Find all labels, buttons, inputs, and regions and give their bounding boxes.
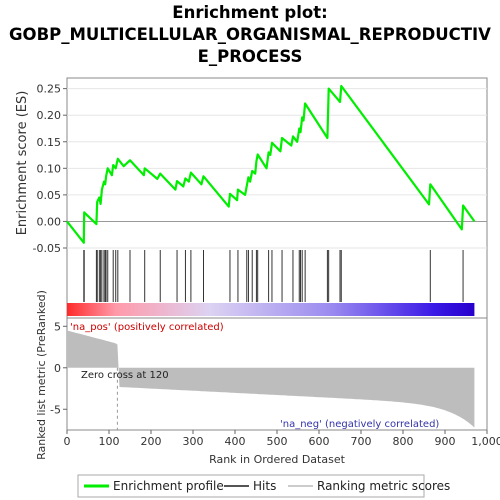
zero-cross-label: Zero cross at 120 <box>81 370 169 381</box>
es-panel <box>66 77 488 249</box>
legend-label-metric: Ranking metric scores <box>317 479 450 493</box>
pos-label: 'na_pos' (positively correlated) <box>70 322 224 333</box>
es-y-tick-label: 0.20 <box>37 109 62 122</box>
chart-title-line-3: E_PROCESS <box>197 47 303 66</box>
es-y-tick-label: 0.10 <box>37 162 62 175</box>
legend-box <box>77 474 425 498</box>
x-tick-label: 400 <box>225 435 246 448</box>
ranked-metric-area <box>67 330 475 430</box>
chart-title-line-1: Enrichment plot: <box>172 3 328 22</box>
legend-label-hits: Hits <box>253 479 276 493</box>
ranking-colorbar <box>67 303 475 316</box>
metric-y-axis-label: Ranked list metric (PreRanked) <box>35 290 48 460</box>
x-ticks: 0 100 200 300 400 500 600 700 800 900 1,000 <box>64 430 500 448</box>
metric-y-tick-label: 0 <box>54 362 61 375</box>
chart-title-line-2: GOBP_MULTICELLULAR_ORGANISMAL_REPRODUCTI… <box>9 25 491 44</box>
x-tick-label: 600 <box>309 435 330 448</box>
x-tick-label: 100 <box>99 435 120 448</box>
colorbar-strip <box>67 303 475 316</box>
es-profile-path <box>66 84 476 244</box>
legend-label-es: Enrichment profile <box>113 479 224 493</box>
es-y-tick-label: 0.15 <box>37 136 62 149</box>
es-y-tick-label: 0.00 <box>37 215 62 228</box>
x-tick-label: 1,000 <box>471 435 500 448</box>
metric-y-ticks: 5 0 -5 <box>50 320 67 416</box>
es-y-axis-label: Enrichment score (ES) <box>15 91 30 236</box>
chart-title: Enrichment plot: GOBP_MULTICELLULAR_ORGA… <box>0 2 500 68</box>
enrichment-profile <box>66 84 476 244</box>
x-tick-label: 300 <box>183 435 204 448</box>
metric-area-path <box>67 330 475 428</box>
metric-y-tick-label: -5 <box>50 403 61 416</box>
x-tick-label: 700 <box>351 435 372 448</box>
x-tick-label: 900 <box>435 435 456 448</box>
x-tick-label: 500 <box>267 435 288 448</box>
es-y-tick-label: 0.25 <box>37 83 62 96</box>
es-y-tick-label: -0.05 <box>33 242 61 255</box>
x-tick-label: 200 <box>141 435 162 448</box>
x-axis-label: Rank in Ordered Dataset <box>209 453 346 466</box>
es-y-ticks: -0.05 0.00 0.05 0.10 0.15 0.20 0.25 <box>33 83 67 255</box>
metric-y-tick-label: 5 <box>54 320 61 333</box>
x-tick-label: 0 <box>64 435 71 448</box>
hit-markers <box>83 250 464 302</box>
es-grid <box>67 88 487 249</box>
x-tick-label: 800 <box>393 435 414 448</box>
es-y-tick-label: 0.05 <box>37 189 62 202</box>
neg-label: 'na_neg' (negatively correlated) <box>280 419 439 430</box>
